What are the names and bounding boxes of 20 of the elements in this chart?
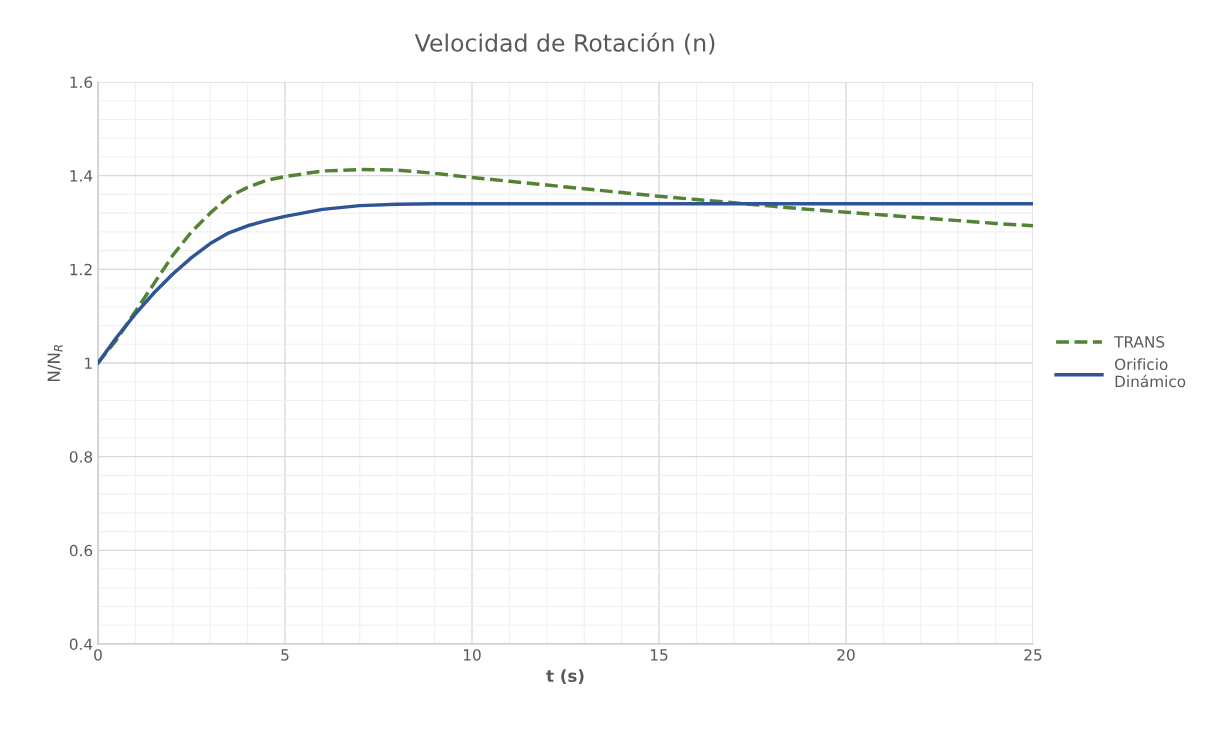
y-tick-label: 1.2 — [70, 263, 92, 276]
x-tick-label: 25 — [1024, 649, 1042, 661]
y-tick-label: 0.6 — [69, 544, 93, 557]
y-tick-label: 1.6 — [70, 76, 93, 89]
x-tick-label: 0 — [94, 649, 102, 661]
line-series — [98, 202, 1033, 365]
legend-label: Orificio Dinámico — [1115, 358, 1186, 388]
y-tick-label: 0.8 — [69, 451, 93, 463]
x-tick-label: 10 — [463, 649, 481, 661]
y-tick-label: 0.4 — [69, 638, 93, 651]
y-tick-label: 1 — [85, 357, 92, 369]
chart-title: Velocidad de Rotación (n) — [414, 32, 715, 55]
x-tick-label: 5 — [281, 649, 289, 661]
x-tick-label: 20 — [837, 649, 855, 661]
y-tick-label: 1.4 — [70, 170, 93, 182]
y-axis-title: N/N$_{R}$ — [47, 344, 63, 382]
x-tick-label: 15 — [650, 649, 668, 661]
x-axis-title: t (s) — [546, 669, 584, 685]
legend-label: TRANS — [1114, 336, 1165, 348]
line-series — [98, 167, 1033, 365]
